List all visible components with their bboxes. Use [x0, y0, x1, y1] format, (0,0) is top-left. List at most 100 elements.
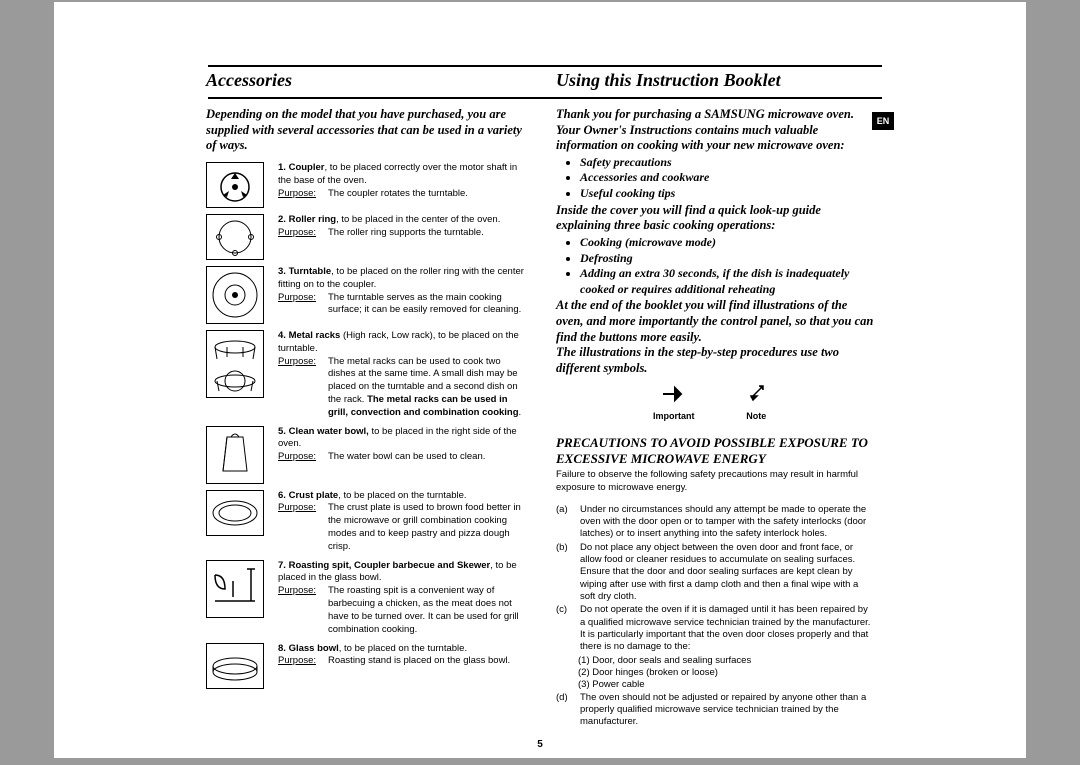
accessory-name: Metal racks — [289, 330, 341, 341]
precaution-text: Do not place any object between the oven… — [580, 542, 874, 604]
accessory-number: 7. — [278, 560, 286, 571]
accessory-item: 5. Clean water bowl, to be placed in the… — [206, 426, 524, 484]
accessory-item: 4. Metal racks (High rack, Low rack), to… — [206, 330, 524, 420]
bullet-item: Useful cooking tips — [580, 186, 874, 202]
accessory-text: 2. Roller ring, to be placed in the cent… — [278, 214, 500, 260]
accessory-item: 1. Coupler, to be placed correctly over … — [206, 162, 524, 208]
symbol-label-row: Important Note — [556, 411, 874, 421]
purpose-text: The crust plate is used to brown food be… — [328, 502, 524, 553]
symbol-row — [556, 384, 874, 409]
accessory-item: 6. Crust plate, to be placed on the turn… — [206, 490, 524, 554]
purpose-text: The water bowl can be used to clean. — [328, 451, 524, 464]
accessory-tail: , to be placed in the center of the oven… — [336, 214, 500, 225]
heading-booklet: Using this Instruction Booklet — [556, 70, 874, 91]
accessory-name: Glass bowl — [289, 643, 339, 654]
purpose-label: Purpose: — [278, 585, 322, 636]
accessory-number: 6. — [278, 490, 286, 501]
accessory-name: Coupler — [289, 162, 325, 173]
intro-booklet-2: Inside the cover you will find a quick l… — [556, 203, 874, 234]
purpose-label: Purpose: — [278, 356, 322, 420]
note-icon — [745, 384, 769, 404]
accessory-text: 6. Crust plate, to be placed on the turn… — [278, 490, 524, 554]
bullet-item: Adding an extra 30 seconds, if the dish … — [580, 266, 874, 297]
bullet-item: Accessories and cookware — [580, 170, 874, 186]
accessory-number: 1. — [278, 162, 286, 173]
accessory-item: 8. Glass bowl, to be placed on the turnt… — [206, 643, 524, 689]
bullet-list-2: Cooking (microwave mode)DefrostingAdding… — [580, 235, 874, 297]
precaution-item: (b) Do not place any object between the o… — [556, 542, 874, 604]
precaution-item: (c) Do not operate the oven if it is dama… — [556, 604, 874, 653]
label-note: Note — [716, 411, 796, 421]
precautions-intro: Failure to observe the following safety … — [556, 469, 874, 494]
precautions-list: (a) Under no circumstances should any att… — [556, 504, 874, 729]
bullet-list-1: Safety precautionsAccessories and cookwa… — [580, 155, 874, 202]
purpose-label: Purpose: — [278, 292, 322, 318]
accessory-text: 4. Metal racks (High rack, Low rack), to… — [278, 330, 524, 420]
accessory-illustration — [206, 214, 264, 260]
bullet-item: Safety precautions — [580, 155, 874, 171]
purpose-label: Purpose: — [278, 227, 322, 240]
accessory-tail: , to be placed on the turntable. — [339, 643, 467, 654]
column-accessories: Accessories Depending on the model that … — [206, 62, 530, 738]
column-booklet: Using this Instruction Booklet Thank you… — [550, 62, 874, 738]
accessory-illustration — [206, 643, 264, 689]
accessory-name: Roller ring — [289, 214, 337, 225]
two-column-layout: Accessories Depending on the model that … — [78, 62, 1002, 738]
accessory-name: Crust plate — [289, 490, 339, 501]
accessory-illustration — [206, 490, 264, 536]
accessory-name: Roasting spit, Coupler barbecue and Skew… — [289, 560, 491, 571]
intro-booklet-4: The illustrations in the step-by-step pr… — [556, 345, 874, 376]
precaution-letter: (b) — [556, 542, 574, 604]
page-number: 5 — [54, 739, 1026, 750]
accessory-illustration — [206, 426, 264, 484]
purpose-text: The turntable serves as the main cooking… — [328, 292, 524, 318]
precaution-letter: (a) — [556, 504, 574, 541]
bullet-item: Cooking (microwave mode) — [580, 235, 874, 251]
purpose-label: Purpose: — [278, 502, 322, 553]
accessory-text: 5. Clean water bowl, to be placed in the… — [278, 426, 524, 484]
accessory-number: 8. — [278, 643, 286, 654]
bullet-item: Defrosting — [580, 251, 874, 267]
precautions-title: PRECAUTIONS TO AVOID POSSIBLE EXPOSURE T… — [556, 435, 874, 467]
accessory-illustration — [206, 330, 264, 398]
accessory-number: 3. — [278, 266, 286, 277]
accessory-item: 2. Roller ring, to be placed in the cent… — [206, 214, 524, 260]
label-important: Important — [634, 411, 714, 421]
purpose-text: The roller ring supports the turntable. — [328, 227, 500, 240]
heading-accessories: Accessories — [206, 70, 524, 91]
purpose-text: Roasting stand is placed on the glass bo… — [328, 655, 510, 668]
accessories-list: 1. Coupler, to be placed correctly over … — [206, 162, 524, 689]
accessory-number: 4. — [278, 330, 286, 341]
purpose-label: Purpose: — [278, 655, 322, 668]
accessory-text: 8. Glass bowl, to be placed on the turnt… — [278, 643, 510, 689]
precaution-text: The oven should not be adjusted or repai… — [580, 692, 874, 729]
precaution-letter: (d) — [556, 692, 574, 729]
intro-booklet-3: At the end of the booklet you will find … — [556, 298, 874, 345]
precaution-item: (d) The oven should not be adjusted or re… — [556, 692, 874, 729]
accessory-item: 3. Turntable, to be placed on the roller… — [206, 266, 524, 324]
accessory-illustration — [206, 266, 264, 324]
important-icon — [661, 384, 685, 404]
precaution-item: (a) Under no circumstances should any att… — [556, 504, 874, 541]
precaution-sublines: (1) Door, door seals and sealing surface… — [556, 655, 874, 692]
document-page: EN Accessories Depending on the model th… — [54, 2, 1026, 758]
accessory-text: 3. Turntable, to be placed on the roller… — [278, 266, 524, 324]
accessory-name: Turntable — [289, 266, 332, 277]
purpose-text: The roasting spit is a convenient way of… — [328, 585, 524, 636]
accessory-number: 2. — [278, 214, 286, 225]
accessory-name: Clean water bowl, — [289, 426, 369, 437]
accessory-illustration — [206, 162, 264, 208]
accessory-text: 1. Coupler, to be placed correctly over … — [278, 162, 524, 208]
intro-booklet-1: Thank you for purchasing a SAMSUNG micro… — [556, 107, 874, 154]
precaution-text: Do not operate the oven if it is damaged… — [580, 604, 874, 653]
purpose-label: Purpose: — [278, 188, 322, 201]
accessory-tail: , to be placed on the turntable. — [338, 490, 466, 501]
accessory-item: 7. Roasting spit, Coupler barbecue and S… — [206, 560, 524, 637]
accessory-number: 5. — [278, 426, 286, 437]
accessory-text: 7. Roasting spit, Coupler barbecue and S… — [278, 560, 524, 637]
purpose-text: The metal racks can be used to cook two … — [328, 356, 524, 420]
precaution-letter: (c) — [556, 604, 574, 653]
accessory-illustration — [206, 560, 264, 618]
purpose-label: Purpose: — [278, 451, 322, 464]
precaution-text: Under no circumstances should any attemp… — [580, 504, 874, 541]
